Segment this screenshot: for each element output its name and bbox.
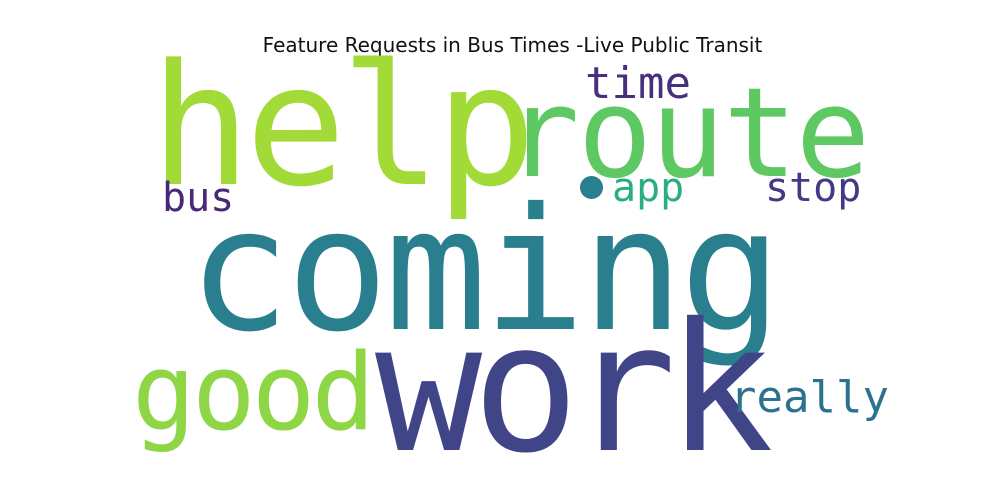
chart-title: Feature Requests in Bus Times -Live Publ… (262, 33, 763, 57)
word-bus: bus (162, 175, 235, 221)
word-app: app (612, 165, 685, 211)
word-route: route (505, 62, 870, 206)
word-help: help (150, 28, 537, 224)
word-stop: stop (765, 165, 862, 211)
word-time: time (585, 58, 691, 109)
word-really: really (730, 372, 889, 423)
dot-mark (580, 176, 603, 199)
word-work: work (375, 285, 774, 492)
word-good: good (132, 331, 375, 454)
word-coming: coming (188, 172, 782, 370)
